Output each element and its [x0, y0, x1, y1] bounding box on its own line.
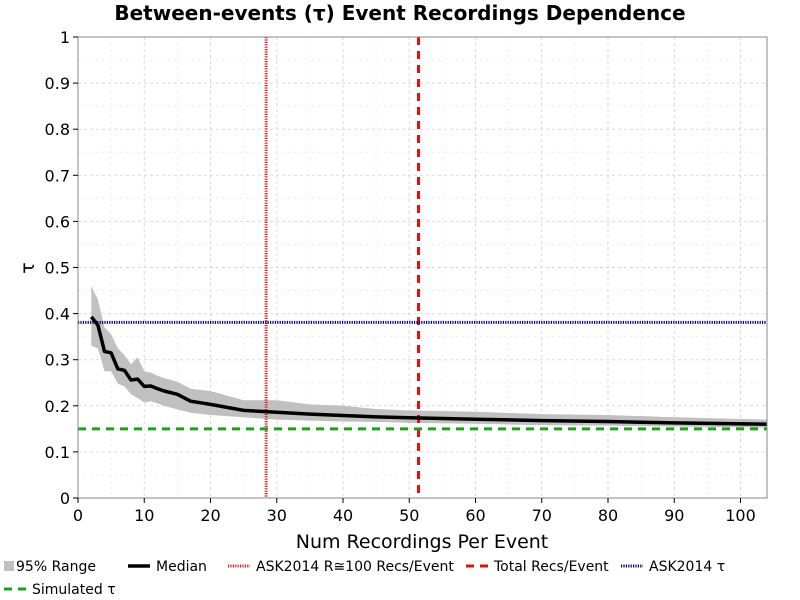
x-tick-label: 90 — [664, 506, 684, 525]
x-tick-label: 100 — [725, 506, 756, 525]
legend-swatch-band — [4, 561, 14, 571]
y-tick-label: 0.7 — [45, 166, 70, 185]
y-tick-label: 0.4 — [45, 305, 70, 324]
median-layer — [89, 315, 768, 426]
median-line — [89, 315, 768, 426]
legend-label: ASK2014 R≅100 Recs/Event — [256, 559, 454, 575]
x-axis-label: Num Recordings Per Event — [296, 531, 549, 553]
x-tick-label: 20 — [200, 506, 220, 525]
y-tick-label: 0 — [60, 489, 70, 508]
y-tick-label: 0.1 — [45, 443, 70, 462]
x-tick-label: 60 — [465, 506, 485, 525]
y-tick-label: 0.9 — [45, 74, 70, 93]
x-axis-ticks: 0 10 20 30 40 50 60 70 80 90 100 — [73, 498, 756, 525]
y-tick-label: 0.6 — [45, 212, 70, 231]
legend-label: ASK2014 τ — [649, 559, 725, 575]
chart-title: Between-events (τ) Event Recordings Depe… — [114, 1, 685, 25]
x-tick-label: 10 — [134, 506, 154, 525]
x-tick-label: 0 — [73, 506, 83, 525]
y-tick-label: 0.8 — [45, 120, 70, 139]
y-axis-label: τ — [17, 262, 39, 273]
y-tick-label: 0.5 — [45, 259, 70, 278]
x-tick-label: 50 — [399, 506, 419, 525]
legend-label: 95% Range — [16, 559, 96, 575]
y-tick-label: 0.2 — [45, 397, 70, 416]
x-tick-label: 40 — [333, 506, 353, 525]
x-tick-label: 70 — [532, 506, 552, 525]
band-95-range — [91, 285, 768, 428]
reference-lines — [78, 37, 767, 498]
legend-label: Total Recs/Event — [493, 559, 609, 575]
y-tick-label: 0.3 — [45, 351, 70, 370]
legend-label: Simulated τ — [32, 582, 116, 598]
x-tick-label: 30 — [267, 506, 287, 525]
y-axis-ticks: 0 0.1 0.2 0.3 0.4 0.5 0.6 0.7 0.8 0.9 1 — [45, 28, 78, 508]
legend-label: Median — [156, 559, 207, 575]
x-tick-label: 80 — [598, 506, 618, 525]
legend: 95% Range Median ASK2014 R≅100 Recs/Event T… — [4, 559, 725, 598]
y-tick-label: 1 — [60, 28, 70, 47]
band-layer — [91, 285, 768, 428]
